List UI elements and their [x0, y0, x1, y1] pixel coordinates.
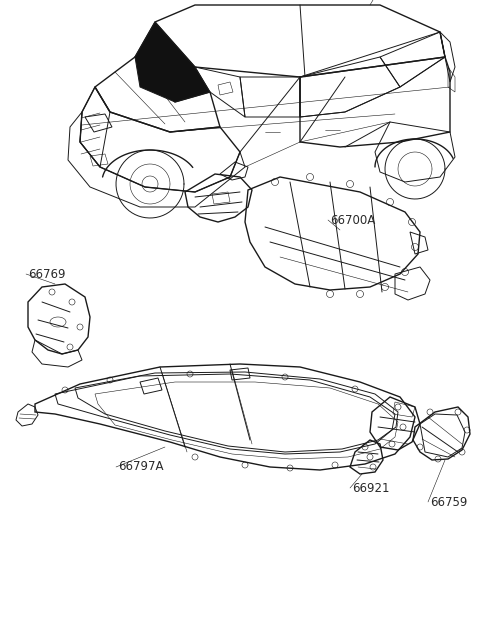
Text: 66759: 66759: [430, 496, 468, 509]
Text: 66769: 66769: [28, 267, 65, 281]
Text: 66700A: 66700A: [330, 213, 375, 226]
Text: 66797A: 66797A: [118, 460, 164, 473]
Polygon shape: [135, 22, 210, 102]
Text: 66921: 66921: [352, 481, 389, 494]
